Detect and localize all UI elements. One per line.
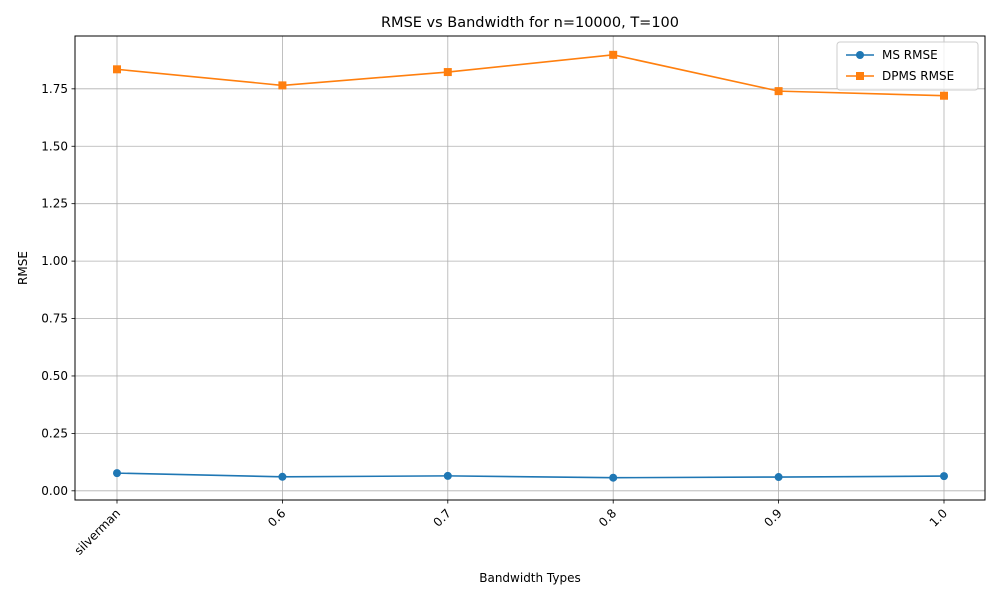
y-tick-label: 0.75 [41, 312, 68, 326]
data-point-dpms-rmse [278, 81, 287, 90]
legend-frame [836, 41, 979, 91]
data-point-dpms-rmse [113, 65, 121, 74]
data-point-dpms-rmse [774, 87, 783, 96]
grid-lines [75, 36, 985, 500]
legend: MS RMSE DPMS RMSE [836, 41, 979, 91]
data-point-ms-rmse [278, 472, 287, 481]
series-line-ms-rmse [116, 472, 945, 479]
data-point-dpms-rmse [443, 68, 452, 77]
data-point-dpms-rmse [609, 50, 618, 59]
data-point-dpms-rmse [940, 91, 948, 100]
x-axis-title: Bandwidth Types [479, 571, 581, 585]
y-tick-label: 1.25 [41, 197, 68, 211]
legend-marker-dpms-rmse [856, 72, 864, 80]
data-point-ms-rmse [443, 471, 452, 480]
y-tick-label: 0.25 [41, 426, 68, 440]
y-axis-title: RMSE [16, 251, 30, 285]
data-point-ms-rmse [609, 473, 618, 482]
series-line-dpms-rmse [116, 54, 945, 97]
y-axis-ticks: 0.00 0.25 0.50 0.75 1.00 1.25 1.50 1.75 [41, 82, 75, 498]
plot-area-frame [74, 35, 986, 501]
chart-title: RMSE vs Bandwidth for n=10000, T=100 [381, 15, 679, 31]
y-tick-label: 1.50 [41, 139, 68, 153]
legend-marker-ms-rmse [856, 51, 864, 59]
legend-label-ms-rmse: MS RMSE [882, 48, 938, 62]
data-point-ms-rmse [774, 473, 783, 482]
y-tick-label: 0.50 [41, 369, 68, 383]
y-tick-label: 0.00 [41, 484, 68, 498]
data-point-ms-rmse [940, 472, 948, 481]
data-point-ms-rmse [113, 469, 121, 478]
legend-label-dpms-rmse: DPMS RMSE [882, 69, 954, 83]
y-tick-label: 1.00 [41, 254, 68, 268]
y-tick-label: 1.75 [41, 82, 68, 96]
series-lines [113, 50, 948, 482]
